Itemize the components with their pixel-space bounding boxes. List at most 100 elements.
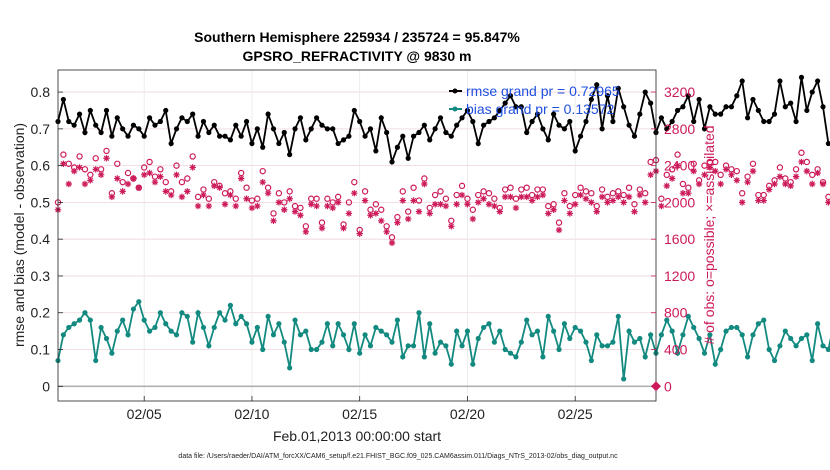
data-point-rmse bbox=[497, 107, 503, 114]
data-point-bias bbox=[782, 328, 788, 334]
data-point-rmse bbox=[680, 104, 686, 110]
x-axis-label: Feb.01,2013 00:00:00 start bbox=[273, 428, 441, 444]
data-point-rmse bbox=[561, 126, 568, 132]
data-point-rmse bbox=[475, 140, 481, 147]
data-point-bias bbox=[680, 332, 686, 338]
data-point-bias bbox=[701, 350, 708, 356]
data-point-possible bbox=[803, 158, 811, 166]
data-point-bias bbox=[136, 299, 142, 305]
data-point-rmse bbox=[723, 104, 729, 110]
data-point-bias bbox=[637, 335, 643, 342]
plot-frame bbox=[57, 69, 657, 402]
data-point-assimilated bbox=[469, 215, 477, 223]
data-point-bias bbox=[114, 328, 120, 334]
data-point-rmse bbox=[696, 96, 702, 103]
data-point-rmse bbox=[637, 111, 643, 117]
data-point-possible bbox=[442, 195, 450, 202]
data-point-assimilated bbox=[324, 202, 331, 210]
data-point-possible bbox=[458, 182, 466, 190]
data-point-bias bbox=[728, 324, 735, 331]
data-point-bias bbox=[604, 343, 611, 349]
data-point-bias bbox=[373, 324, 379, 331]
data-point-rmse bbox=[825, 140, 830, 147]
data-point-bias bbox=[809, 357, 815, 364]
y-axis-right: 0 400 800 1200 1600 2000 2400 2800 3200 bbox=[651, 84, 695, 394]
data-point-rmse bbox=[184, 118, 190, 125]
data-point-assimilated bbox=[706, 164, 714, 171]
data-point-rmse bbox=[599, 126, 605, 132]
data-point-rmse bbox=[179, 115, 185, 121]
data-point-bias bbox=[556, 346, 562, 353]
data-point-rmse bbox=[594, 82, 600, 88]
data-point-possible bbox=[685, 184, 692, 191]
data-point-assimilated bbox=[701, 171, 708, 179]
data-point-possible bbox=[701, 162, 708, 169]
data-point-assimilated bbox=[421, 180, 428, 188]
data-point-assimilated bbox=[114, 175, 121, 182]
data-point-rmse bbox=[718, 111, 724, 117]
data-point-bias bbox=[798, 335, 805, 342]
data-point-bias bbox=[771, 357, 778, 364]
data-point-possible bbox=[744, 173, 751, 180]
data-point-assimilated bbox=[760, 197, 767, 204]
y-tick-label-left: 0 bbox=[42, 378, 50, 394]
data-point-possible bbox=[674, 151, 681, 158]
data-point-assimilated bbox=[286, 195, 293, 202]
data-point-rmse bbox=[502, 100, 508, 106]
data-point-bias bbox=[217, 310, 223, 316]
chart-title-line-1: Southern Hemisphere 225934 / 235724 = 95… bbox=[194, 29, 520, 45]
data-point-assimilated bbox=[545, 210, 552, 217]
data-point-bias bbox=[367, 343, 374, 349]
data-point-rmse bbox=[330, 126, 336, 132]
data-point-assimilated bbox=[264, 190, 272, 197]
data-point-bias bbox=[443, 343, 449, 349]
data-point-rmse bbox=[540, 126, 546, 132]
data-point-bias bbox=[610, 339, 616, 345]
data-point-bias bbox=[190, 339, 196, 345]
data-point-rmse bbox=[103, 107, 110, 114]
data-point-assimilated bbox=[534, 193, 541, 201]
data-point-rmse bbox=[313, 115, 320, 121]
data-point-bias bbox=[739, 332, 745, 338]
data-point-assimilated bbox=[167, 191, 175, 199]
data-point-rmse bbox=[265, 111, 271, 117]
data-point-rmse bbox=[200, 118, 207, 125]
data-point-rmse bbox=[734, 93, 740, 99]
data-point-bias bbox=[475, 335, 481, 342]
data-point-bias bbox=[432, 350, 438, 356]
data-point-bias bbox=[389, 339, 395, 345]
data-point-rmse bbox=[750, 96, 756, 103]
data-point-rmse bbox=[771, 111, 778, 117]
data-point-assimilated bbox=[318, 224, 326, 232]
y-tick-label-right: 800 bbox=[664, 305, 688, 321]
legend-entry-rmse: rmse grand pr = 0.72965 bbox=[466, 83, 620, 99]
data-point-assimilated bbox=[755, 197, 762, 204]
data-point-bias bbox=[362, 332, 368, 338]
data-point-bias bbox=[491, 339, 497, 345]
data-point-bias bbox=[276, 321, 282, 327]
legend-marker-bias bbox=[452, 106, 458, 112]
data-point-assimilated bbox=[60, 160, 67, 167]
data-point-possible bbox=[782, 175, 789, 182]
data-file-footer: data file: /Users/raeder/DAI/ATM_forcXX/… bbox=[178, 453, 618, 460]
data-point-possible bbox=[313, 195, 320, 202]
data-point-rmse bbox=[486, 118, 492, 125]
data-point-assimilated bbox=[647, 171, 654, 179]
data-point-assimilated bbox=[598, 193, 606, 201]
data-point-assimilated bbox=[507, 193, 514, 201]
data-point-bias bbox=[486, 321, 492, 327]
data-point-assimilated bbox=[211, 182, 218, 190]
data-point-bias bbox=[685, 313, 691, 320]
data-point-rmse bbox=[615, 85, 621, 91]
data-point-assimilated bbox=[685, 190, 692, 197]
data-point-bias bbox=[658, 332, 664, 338]
data-point-rmse bbox=[744, 115, 751, 121]
data-point-rmse bbox=[410, 133, 417, 139]
data-point-bias bbox=[384, 332, 390, 338]
data-point-possible bbox=[162, 178, 169, 186]
data-point-assimilated bbox=[636, 191, 644, 199]
plot-area bbox=[58, 70, 656, 401]
data-point-bias bbox=[146, 328, 153, 334]
data-point-assimilated bbox=[453, 201, 460, 208]
